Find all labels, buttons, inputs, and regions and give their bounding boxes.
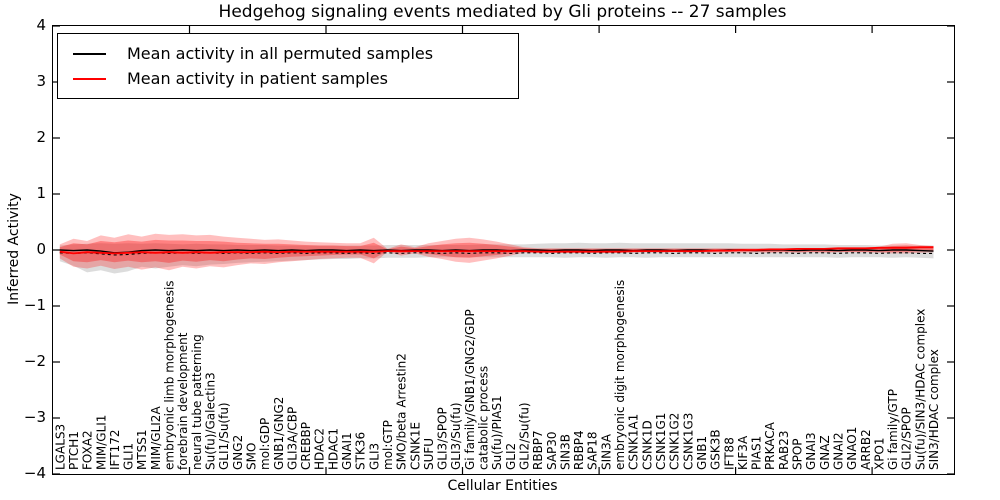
x-category-label: LGALS3 — [53, 424, 67, 470]
x-category-label: SAP18 — [586, 431, 600, 470]
x-category-label: PRKACA — [763, 421, 777, 470]
plot-area: LGALS3 PTCH1 FOXA2 MIM/GLI1 IFT172 GLI1 MTSS1 M… — [52, 25, 955, 475]
x-category-label: mol:GTP — [381, 420, 395, 470]
x-category-label: MIM/GLI1 — [94, 415, 108, 470]
x-category-label: Gi family/GTP — [886, 389, 900, 470]
x-category-label: CSNK1D — [640, 420, 654, 470]
x-category-label: GLI2/Su(fu) — [518, 402, 532, 470]
x-category-label: SIN3A — [599, 433, 613, 470]
x-category-label: HDAC1 — [326, 428, 340, 470]
y-tick-label: −1 — [23, 296, 46, 314]
x-category-label: RBBP7 — [531, 430, 545, 470]
legend-label-patient: Mean activity in patient samples — [127, 69, 388, 88]
x-category-label: GNAI2 — [832, 432, 846, 470]
x-category-label: GLI3/Su(fu) — [449, 402, 463, 470]
x-category-label: forebrain development — [176, 332, 190, 470]
x-category-label: Su(fu)/SIN3/HDAC complex — [913, 309, 927, 470]
legend-label-permuted: Mean activity in all permuted samples — [127, 44, 434, 63]
x-axis-label: Cellular Entities — [447, 478, 558, 494]
x-category-label: GLI1 — [122, 443, 136, 470]
x-category-label: Gi family/GNB1/GNG2/GDP — [463, 309, 477, 470]
x-category-label: MIM/GLI2A — [149, 406, 163, 470]
x-category-label: SMO/beta Arrestin2 — [395, 353, 409, 470]
legend-entry-patient: Mean activity in patient samples — [58, 66, 518, 91]
x-category-label: GNB1 — [695, 436, 709, 470]
x-category-label: catabolic process — [477, 366, 491, 470]
x-category-label: GLI3A/CBP — [285, 407, 299, 470]
x-category-label: MTSS1 — [135, 429, 149, 470]
x-category-label: CSNK1G2 — [668, 413, 682, 470]
x-category-label: RBBP4 — [572, 430, 586, 470]
x-category-label: Su(fu)/PIAS1 — [490, 395, 504, 470]
y-tick-label: −4 — [23, 464, 46, 482]
permuted-mean-line — [59, 249, 934, 254]
legend-entry-permuted: Mean activity in all permuted samples — [58, 41, 518, 66]
x-category-label: IFT172 — [108, 430, 122, 470]
x-category-label: GLI1/Su(fu) — [217, 402, 231, 470]
x-category-label: GNAO1 — [845, 427, 859, 470]
x-category-label: FOXA2 — [81, 430, 95, 470]
y-tick-label: 4 — [36, 16, 46, 34]
x-category-label: SIN3B — [558, 434, 572, 470]
x-category-label: GNAI3 — [804, 432, 818, 470]
x-category-label: mol:GDP — [258, 418, 272, 470]
x-category-label: RAB23 — [777, 430, 791, 470]
patient-line-swatch — [73, 77, 106, 80]
x-category-label: GNAI1 — [340, 432, 354, 470]
x-category-label: GLI2 — [504, 443, 518, 470]
x-category-label: GNB1/GNG2 — [272, 397, 286, 470]
x-category-label: SIN3/HDAC complex — [927, 349, 941, 470]
x-category-label: GLI3/SPOP — [436, 407, 450, 470]
x-category-label: GLI2/SPOP — [900, 407, 914, 470]
x-category-label: XPO1 — [872, 437, 886, 470]
x-category-label: CSNK1G1 — [654, 413, 668, 470]
x-category-label: SAP30 — [545, 431, 559, 470]
x-category-label: CSNK1G3 — [681, 413, 695, 470]
y-tick-label: −2 — [23, 352, 46, 370]
x-category-label: GLI3 — [367, 443, 381, 470]
x-category-label: SMO — [244, 443, 258, 470]
x-category-label: ARRB2 — [859, 429, 873, 470]
patient-mean-line — [59, 246, 934, 255]
x-category-label: Su(fu)/Galectin3 — [204, 372, 218, 470]
permuted-line-swatch — [73, 52, 106, 55]
x-category-label: CSNK1A1 — [627, 414, 641, 470]
x-category-label: HDAC2 — [313, 428, 327, 470]
x-category-label: GNAZ — [818, 435, 832, 470]
x-category-label: PTCH1 — [67, 431, 81, 470]
x-category-label: CREBBP — [299, 422, 313, 470]
x-category-label: PIAS1 — [750, 436, 764, 470]
x-category-label: SPOP — [791, 438, 805, 470]
y-tick-label: 0 — [36, 240, 46, 258]
legend: Mean activity in all permuted samples Me… — [57, 33, 519, 99]
x-category-label: SUFU — [422, 438, 436, 470]
chart-title: Hedgehog signaling events mediated by Gl… — [218, 2, 787, 22]
x-category-label: neural tube patterning — [190, 334, 204, 470]
x-category-label: GNG2 — [231, 435, 245, 470]
y-tick-label: 2 — [36, 128, 46, 146]
y-tick-label: −3 — [23, 408, 46, 426]
y-tick-label: 1 — [36, 184, 46, 202]
x-category-label: embryonic limb morphogenesis — [163, 280, 177, 470]
x-category-label: GSK3B — [709, 429, 723, 470]
x-category-label: KIF3A — [736, 435, 750, 470]
x-category-label: CSNK1E — [408, 422, 422, 470]
x-category-label: embryonic digit morphogenesis — [613, 280, 627, 470]
x-category-label: IFT88 — [722, 437, 736, 470]
x-category-label: STK36 — [354, 432, 368, 470]
y-tick-label: 3 — [36, 72, 46, 90]
